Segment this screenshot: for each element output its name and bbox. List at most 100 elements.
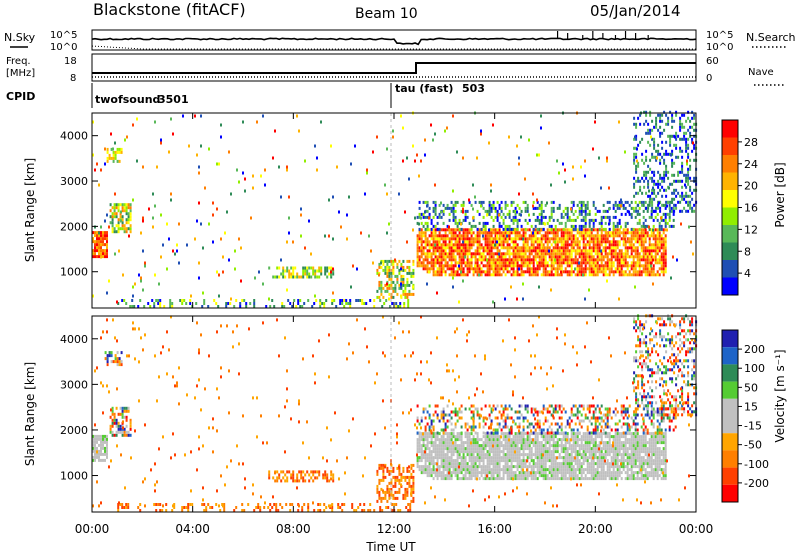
heatmap-cell: [550, 227, 553, 231]
heatmap-cell: [554, 456, 557, 460]
heatmap-cell: [456, 270, 459, 274]
heatmap-cell: [598, 249, 601, 253]
heatmap-cell: [466, 249, 469, 253]
heatmap-cell: [319, 302, 322, 305]
heatmap-cell: [201, 503, 204, 506]
heatmap-cell: [506, 432, 509, 436]
heatmap-cell: [111, 230, 114, 234]
heatmap-cell: [468, 267, 471, 271]
heatmap-cell: [636, 261, 639, 265]
heatmap-cell: [502, 240, 505, 244]
heatmap-cell: [376, 295, 379, 299]
heatmap-cell: [454, 459, 457, 463]
heatmap-cell: [560, 252, 563, 256]
heatmap-cell: [112, 150, 115, 154]
heatmap-cell: [454, 273, 456, 277]
heatmap-cell: [422, 234, 425, 238]
heatmap-cell: [496, 228, 499, 232]
heatmap-cell: [438, 444, 441, 448]
heatmap-cell: [638, 255, 641, 259]
heatmap-cell: [129, 424, 132, 428]
heatmap-cell: [570, 264, 573, 268]
heatmap-cell: [111, 412, 114, 416]
heatmap-cell: [120, 360, 123, 364]
heatmap-cell: [380, 286, 383, 290]
heatmap-cell: [568, 237, 571, 241]
heatmap-cell: [640, 255, 643, 259]
heatmap-cell: [166, 267, 168, 271]
heatmap-cell: [494, 240, 497, 244]
colorbar-tick-label: 12: [744, 223, 758, 236]
heatmap-cell: [390, 295, 393, 299]
heatmap-cell: [681, 209, 684, 213]
heatmap-cell: [363, 503, 366, 506]
heatmap-cell: [402, 469, 405, 473]
heatmap-cell: [590, 255, 593, 259]
heatmap-cell: [566, 249, 569, 253]
heatmap-cell: [675, 131, 678, 135]
heatmap-cell: [121, 424, 124, 428]
heatmap-cell: [582, 228, 585, 232]
heatmap-cell: [528, 267, 531, 271]
heatmap-cell: [426, 444, 429, 448]
heatmap-cell: [654, 209, 657, 213]
heatmap-cell: [96, 240, 98, 244]
heatmap-cell: [618, 231, 621, 235]
heatmap-cell: [492, 240, 494, 244]
heatmap-cell: [558, 240, 561, 244]
heatmap-cell: [310, 470, 313, 474]
heatmap-cell: [657, 203, 660, 207]
heatmap-cell: [538, 252, 541, 256]
heatmap-cell: [550, 459, 553, 463]
heatmap-cell: [602, 240, 605, 244]
heatmap-cell: [544, 453, 547, 457]
heatmap-cell: [554, 261, 557, 265]
heatmap-cell: [662, 264, 665, 268]
heatmap-cell: [522, 231, 525, 235]
colorbar-swatch: [722, 277, 738, 295]
heatmap-cell: [506, 438, 509, 442]
heatmap-cell: [420, 255, 423, 259]
heatmap-cell: [633, 155, 636, 159]
heatmap-cell: [530, 474, 533, 478]
heatmap-cell: [400, 294, 402, 298]
heatmap-cell: [396, 265, 399, 269]
heatmap-cell: [460, 441, 463, 445]
heatmap-cell: [574, 237, 577, 241]
heatmap-cell: [534, 237, 537, 241]
heatmap-cell: [542, 237, 545, 241]
heatmap-cell: [100, 240, 102, 244]
heatmap-cell: [446, 453, 449, 457]
heatmap-cell: [275, 503, 278, 506]
heatmap-cell: [556, 159, 558, 163]
heatmap-cell: [494, 435, 497, 439]
heatmap-cell: [498, 453, 501, 457]
heatmap-cell: [606, 258, 609, 262]
heatmap-cell: [538, 456, 541, 460]
heatmap-cell: [128, 234, 130, 238]
heatmap-cell: [354, 144, 356, 148]
heatmap-cell: [598, 243, 601, 247]
heatmap-cell: [468, 438, 471, 442]
heatmap-cell: [416, 441, 419, 445]
heatmap-cell: [538, 453, 541, 457]
heatmap-cell: [540, 206, 543, 210]
heatmap-cell: [526, 228, 529, 232]
heatmap-cell: [564, 231, 567, 235]
heatmap-cell: [92, 434, 94, 438]
heatmap-cell: [424, 200, 427, 204]
heatmap-cell: [388, 481, 391, 485]
heatmap-cell: [92, 446, 94, 450]
heatmap-cell: [436, 246, 439, 250]
heatmap-cell: [464, 261, 467, 265]
heatmap-cell: [240, 279, 242, 283]
heatmap-cell: [406, 156, 408, 160]
heatmap-cell: [669, 143, 672, 147]
heatmap-cell: [106, 234, 108, 238]
heatmap-cell: [502, 258, 505, 262]
heatmap-cell: [665, 140, 668, 144]
heatmap-cell: [534, 255, 537, 259]
heatmap-cell: [691, 191, 694, 195]
heatmap-cell: [552, 237, 555, 241]
heatmap-cell: [484, 456, 487, 460]
